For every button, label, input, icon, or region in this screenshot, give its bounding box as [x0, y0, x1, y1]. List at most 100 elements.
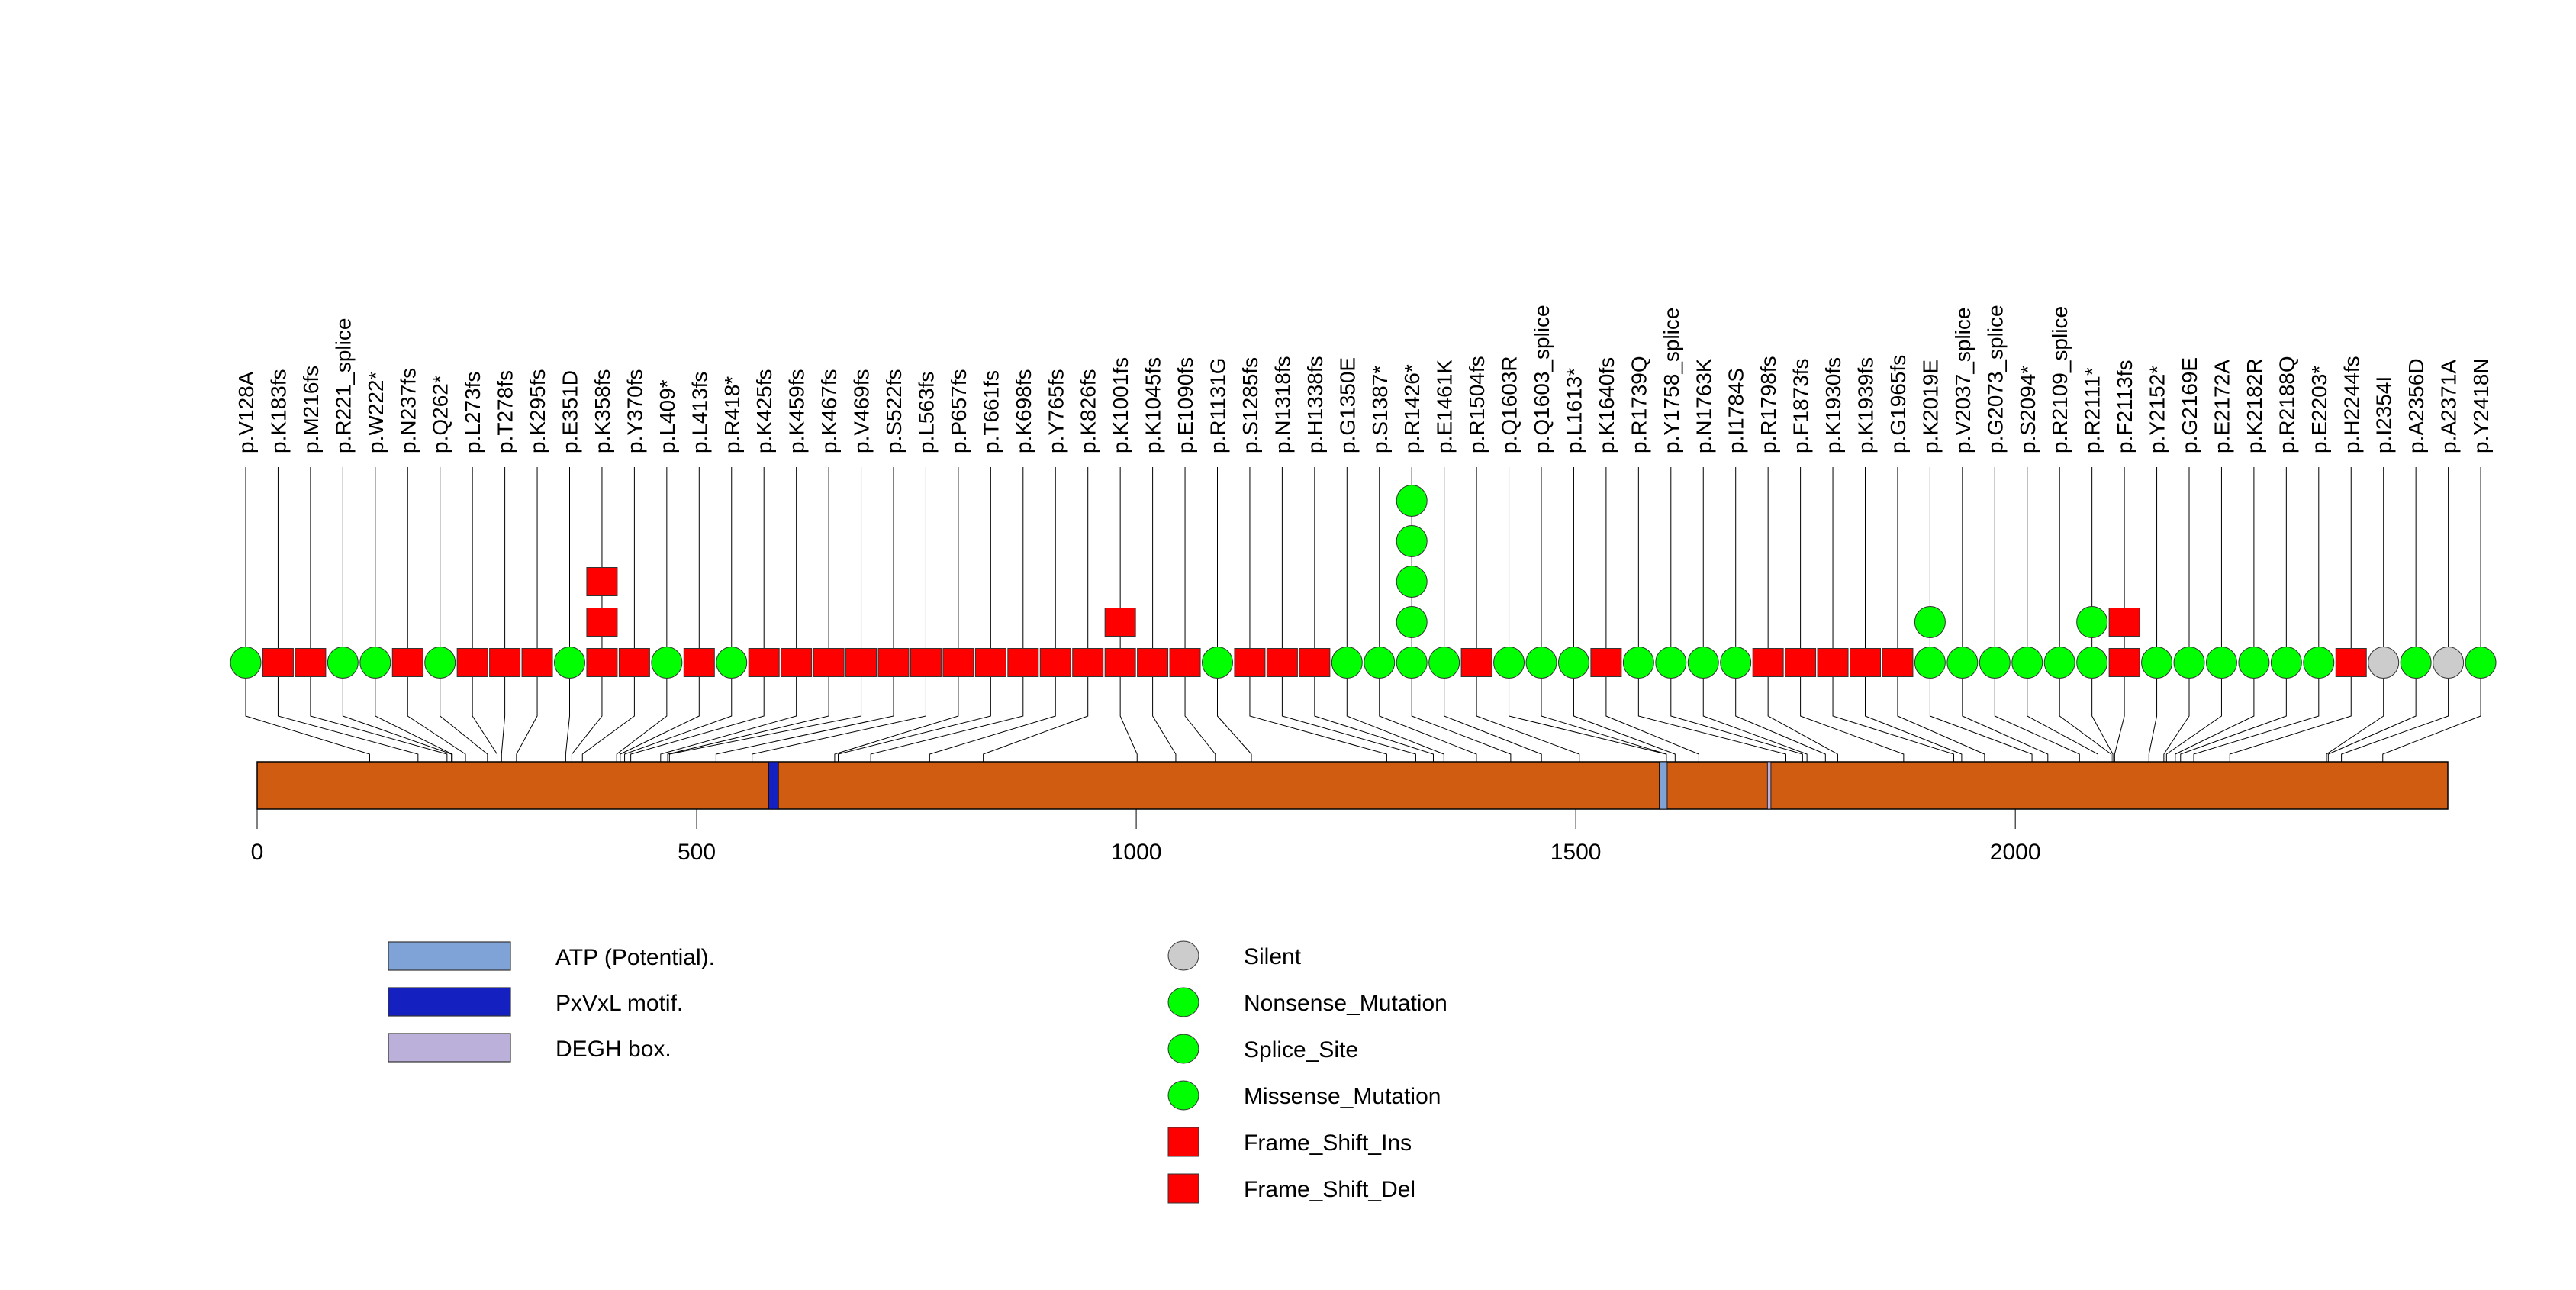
mutation-marker-circle	[2465, 647, 2497, 679]
mutation-labels: p.V128A p.K183fs p.M216fs p.R221_splice p.W2…	[234, 305, 2493, 453]
mutation-label: p.S1387*	[1368, 366, 1392, 453]
mutation-marker-square	[1072, 648, 1104, 677]
mutation-marker-square	[1104, 608, 1136, 637]
domain-degh-box	[1766, 761, 1772, 810]
mutation-label: p.K826fs	[1077, 369, 1100, 453]
mutation-marker-square	[1039, 648, 1071, 677]
legend-label-mutation: Missense_Mutation	[1244, 1084, 1441, 1109]
mutation-label: p.K1001fs	[1109, 357, 1132, 453]
mutation-marker-circle	[651, 647, 683, 679]
mutation-marker-square	[586, 648, 618, 677]
mutation-marker-circle	[1914, 606, 1946, 638]
domain-atp-potential	[1659, 761, 1668, 810]
mutation-marker-circle	[716, 647, 748, 679]
mutation-marker-square	[1137, 648, 1169, 677]
mutation-label: p.K467fs	[817, 369, 841, 453]
mutation-marker-circle	[1655, 647, 1687, 679]
mutation-marker-square	[489, 648, 521, 677]
legend: ATP (Potential). PxVxL motif. DEGH box. Sil…	[388, 940, 1447, 1204]
mutation-marker-square	[942, 648, 974, 677]
mutation-label: p.R1426*	[1400, 364, 1424, 453]
mutation-marker-circle	[2368, 647, 2400, 679]
mutation-marker-circle	[2303, 647, 2335, 679]
mutation-label: p.W222*	[364, 372, 388, 453]
mutation-label: p.K459fs	[785, 369, 809, 453]
mutation-label: p.S522fs	[882, 369, 906, 453]
domain-pxvxl-motif	[768, 761, 779, 810]
mutation-marker-circle	[554, 647, 585, 679]
mutation-label: p.Y2152*	[2146, 366, 2169, 453]
mutation-label: p.K698fs	[1012, 369, 1035, 453]
mutation-label: p.Y765fs	[1044, 369, 1067, 453]
mutation-label: p.K2182R	[2243, 358, 2266, 453]
mutation-marker-circle	[2011, 647, 2043, 679]
mutation-marker-circle	[2076, 647, 2108, 679]
mutation-marker-square	[1882, 648, 1914, 677]
mutation-marker-circle	[1622, 647, 1654, 679]
mutation-marker-square	[813, 648, 845, 677]
mutation-marker-square	[974, 648, 1006, 677]
mutation-marker-square	[1169, 648, 1201, 677]
mutation-marker-circle	[1557, 647, 1589, 679]
mutation-label: p.K1939fs	[1854, 357, 1878, 453]
mutation-label: p.I1784S	[1724, 368, 1748, 453]
mutation-label: p.R418*	[720, 376, 744, 453]
mutation-marker-circle	[1396, 606, 1428, 638]
mutation-marker-square	[618, 648, 650, 677]
mutation-label: p.R2109_splice	[2048, 306, 2072, 453]
mutation-label: p.P657fs	[947, 369, 971, 453]
mutation-marker-circle	[2141, 647, 2173, 679]
mutation-label: p.E1461K	[1433, 360, 1457, 453]
mutation-label: p.R2111*	[2081, 367, 2104, 453]
mutation-marker-circle	[2433, 647, 2465, 679]
mutation-marker-circle	[1428, 647, 1460, 679]
x-tick-label: 2000	[1990, 840, 2041, 865]
mutation-marker-square	[683, 648, 715, 677]
mutation-marker-circle	[359, 647, 391, 679]
mutation-label: p.K1045fs	[1141, 357, 1165, 453]
mutation-marker-circle	[1331, 647, 1363, 679]
mutation-label: p.N237fs	[396, 368, 420, 453]
mutation-label: p.L409*	[655, 379, 679, 453]
mutation-label: p.H2244fs	[2339, 356, 2363, 453]
mutation-label: p.Y2418N	[2469, 358, 2493, 453]
mutation-label: p.R1739Q	[1627, 356, 1650, 453]
mutation-label: p.Q1603_splice	[1530, 305, 1554, 453]
mutation-label: p.E2203*	[2307, 366, 2331, 453]
mutation-marker-square	[1850, 648, 1881, 677]
mutation-marker-circle	[1946, 647, 1979, 679]
mutation-label: p.V469fs	[850, 369, 874, 453]
mutation-label: p.K358fs	[591, 369, 614, 453]
legend-label-domain: DEGH box.	[555, 1037, 671, 1062]
mutation-label: p.R221_splice	[331, 318, 355, 453]
connector-lines	[245, 467, 2481, 809]
mutation-marker-square	[262, 648, 294, 677]
mutation-marker-circle	[1202, 647, 1233, 679]
mutation-marker-square	[1104, 648, 1136, 677]
legend-marker-circle	[1167, 940, 1199, 971]
legend-marker-square	[1167, 1127, 1199, 1157]
mutation-label: p.R2188Q	[2275, 356, 2298, 453]
legend-marker-circle	[1167, 987, 1199, 1017]
mutation-marker-circle	[1364, 647, 1396, 679]
legend-marker-square	[1167, 1173, 1199, 1204]
mutation-marker-circle	[1720, 647, 1752, 679]
mutation-label: p.N1318fs	[1270, 356, 1294, 453]
mutation-label: p.G2169E	[2178, 357, 2201, 453]
mutation-label: p.S2094*	[2016, 366, 2040, 453]
legend-label-domain: PxVxL motif.	[555, 991, 683, 1016]
mutation-label: p.E2172A	[2210, 360, 2233, 453]
mutation-label: p.K1640fs	[1595, 357, 1618, 453]
mutation-marker-square	[456, 648, 488, 677]
legend-label-mutation: Splice_Site	[1244, 1037, 1358, 1063]
mutation-label: p.M216fs	[299, 366, 323, 453]
legend-label-mutation: Frame_Shift_Del	[1244, 1177, 1415, 1202]
mutation-marker-square	[1752, 648, 1784, 677]
mutation-marker-square	[845, 648, 877, 677]
x-tick-label: 1000	[1111, 840, 1162, 865]
mutation-label: p.G2073_splice	[1983, 305, 2007, 453]
legend-swatch-domain	[388, 1033, 511, 1063]
mutation-marker-circle	[230, 647, 262, 679]
mutation-marker-square	[877, 648, 910, 677]
